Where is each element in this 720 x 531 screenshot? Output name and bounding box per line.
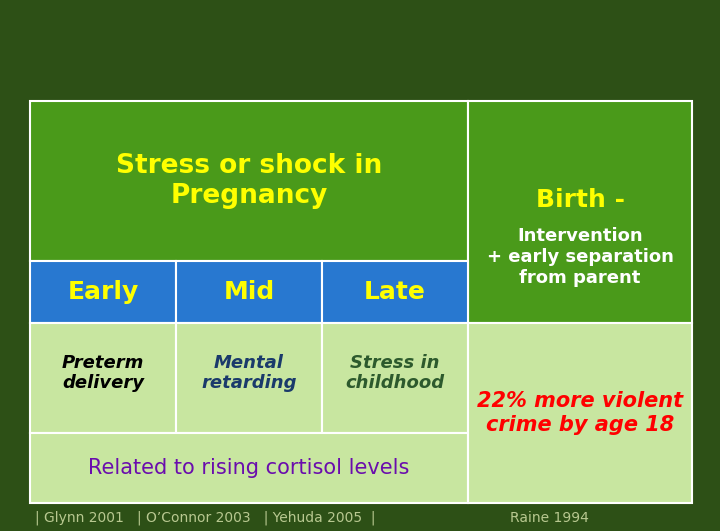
- Text: 22% more violent
crime by age 18: 22% more violent crime by age 18: [477, 391, 683, 434]
- Bar: [30, 433, 468, 503]
- Bar: [468, 101, 692, 323]
- Text: Stress in
childhood: Stress in childhood: [346, 354, 444, 392]
- Text: Early: Early: [68, 280, 139, 304]
- Text: Preterm
delivery: Preterm delivery: [62, 354, 144, 392]
- Text: Raine 1994: Raine 1994: [510, 511, 589, 525]
- Bar: [322, 323, 468, 433]
- Bar: [176, 323, 322, 433]
- Bar: [322, 261, 468, 323]
- Text: Mid: Mid: [223, 280, 274, 304]
- Text: Related to rising cortisol levels: Related to rising cortisol levels: [89, 458, 410, 478]
- Text: Late: Late: [364, 280, 426, 304]
- Text: Intervention
+ early separation
from parent: Intervention + early separation from par…: [487, 227, 673, 287]
- Bar: [30, 101, 468, 261]
- Text: Birth -: Birth -: [536, 188, 624, 212]
- Bar: [468, 323, 692, 503]
- Bar: [30, 261, 176, 323]
- Bar: [176, 261, 322, 323]
- Text: | Glynn 2001   | O’Connor 2003   | Yehuda 2005  |: | Glynn 2001 | O’Connor 2003 | Yehuda 20…: [35, 511, 376, 525]
- Text: Mental
retarding: Mental retarding: [202, 354, 297, 392]
- Bar: [30, 323, 176, 433]
- Text: Stress or shock in
Pregnancy: Stress or shock in Pregnancy: [116, 153, 382, 209]
